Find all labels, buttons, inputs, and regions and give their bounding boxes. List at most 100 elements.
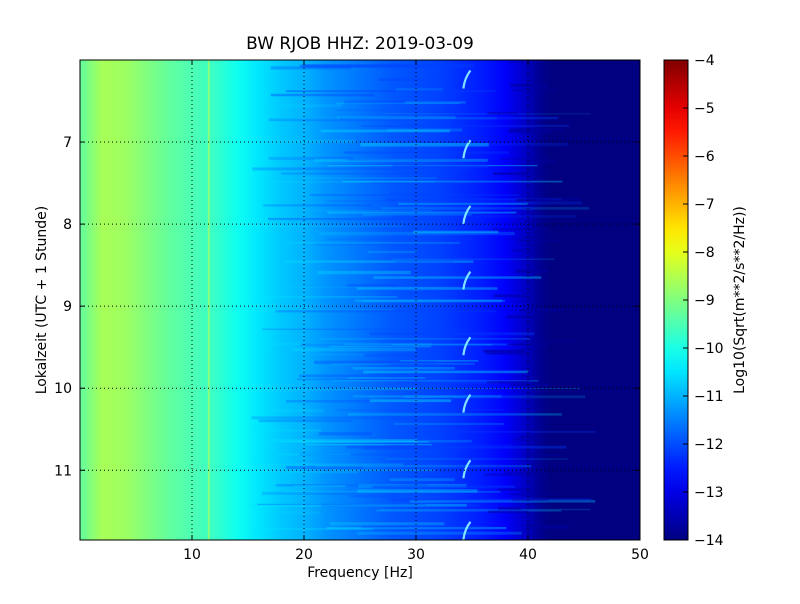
time-streak (526, 160, 556, 163)
time-streak (305, 177, 437, 179)
time-streak (299, 453, 441, 456)
colorbar-tick-label: −13 (694, 485, 724, 501)
colorbar-ticks: −4 −5 −6 −7 −8 −9 −10 −11 −12 −13 −14 (683, 53, 724, 549)
x-axis-label: Frequency [Hz] (307, 565, 413, 581)
spectral-features (207, 60, 472, 540)
time-streak (356, 531, 522, 535)
time-streak (343, 151, 509, 154)
time-streak (510, 84, 549, 87)
time-streak (396, 142, 568, 146)
plot-frame (79, 59, 641, 541)
time-streak (315, 464, 532, 468)
time-streak (275, 310, 497, 313)
time-streak (299, 374, 458, 378)
time-streak (328, 164, 416, 165)
y-axis-ticks: 7 8 9 10 11 (54, 135, 640, 479)
time-streak (403, 395, 586, 399)
time-streak (361, 526, 492, 529)
time-streak (336, 102, 460, 105)
time-streak (390, 192, 455, 195)
time-streak (289, 386, 348, 389)
time-streak (503, 238, 544, 240)
time-streak (408, 431, 596, 433)
time-streak (511, 498, 549, 502)
time-streak (273, 117, 497, 120)
time-streak (413, 230, 499, 234)
time-streak (518, 435, 543, 438)
time-streak (269, 387, 417, 391)
colorbar-tick-label: −10 (694, 341, 724, 357)
time-streak (395, 260, 454, 263)
time-streak (398, 381, 499, 384)
time-streak (508, 130, 552, 133)
time-streak (261, 491, 400, 495)
time-streak (392, 164, 489, 168)
time-streak (511, 249, 536, 252)
time-streak (372, 485, 516, 488)
y-tick-label: 11 (54, 463, 72, 479)
time-streak (337, 116, 456, 119)
time-streak (516, 199, 554, 202)
time-streak (492, 228, 547, 231)
time-streak (352, 367, 455, 370)
time-streak (371, 181, 471, 184)
time-streak (499, 157, 550, 160)
time-streak (347, 377, 426, 379)
time-streak (336, 409, 506, 411)
time-streak (302, 64, 474, 68)
time-streak (389, 478, 455, 481)
time-streak (363, 214, 472, 216)
y-tick-label: 8 (63, 217, 72, 233)
tone-mark (462, 336, 472, 356)
time-streak (270, 66, 352, 70)
y-tick-label: 10 (54, 381, 72, 397)
time-streak (361, 125, 570, 127)
time-streak (404, 101, 466, 104)
time-streak (319, 231, 515, 236)
time-streak (284, 260, 474, 263)
time-streak (376, 509, 562, 512)
time-streak (347, 284, 397, 287)
time-streak (526, 524, 570, 526)
y-tick-label: 9 (63, 299, 72, 315)
time-streak (387, 128, 463, 132)
plot-area (80, 60, 640, 540)
time-streak (346, 445, 567, 449)
colorbar-tick-label: −7 (694, 197, 715, 213)
chart-title: BW RJOB HHZ: 2019-03-09 (246, 34, 474, 54)
time-streak (326, 200, 396, 202)
time-streak (509, 493, 556, 496)
time-streak (297, 378, 430, 381)
time-streak (301, 444, 433, 446)
time-streak (497, 488, 536, 491)
time-streak (493, 294, 528, 298)
time-streak (249, 225, 404, 227)
colorbar-tick-label: −4 (694, 53, 715, 69)
time-streak (299, 64, 434, 68)
colorbar-tick-label: −5 (694, 101, 715, 117)
time-streak (526, 525, 569, 529)
time-streak (258, 419, 353, 423)
time-streak (326, 237, 475, 241)
time-streak (395, 88, 443, 91)
time-streak (389, 498, 592, 501)
time-streak (392, 215, 576, 218)
x-axis-ticks: 10 20 30 40 50 (183, 60, 649, 563)
time-streak (385, 443, 512, 447)
time-streak (327, 211, 517, 214)
time-streak (314, 158, 488, 162)
time-streak (280, 441, 429, 443)
time-streak (508, 343, 546, 345)
x-tick-label: 10 (183, 547, 201, 563)
time-streak (513, 438, 539, 441)
time-streak (356, 287, 498, 290)
time-streak (386, 198, 562, 201)
time-streak (310, 484, 399, 486)
time-streak (281, 172, 446, 175)
time-streak (315, 353, 364, 356)
time-streak (277, 453, 351, 456)
tone-mark (462, 205, 472, 225)
time-streak (509, 127, 565, 131)
y-axis-label: Lokalzeit (UTC + 1 Stunde) (34, 206, 50, 395)
